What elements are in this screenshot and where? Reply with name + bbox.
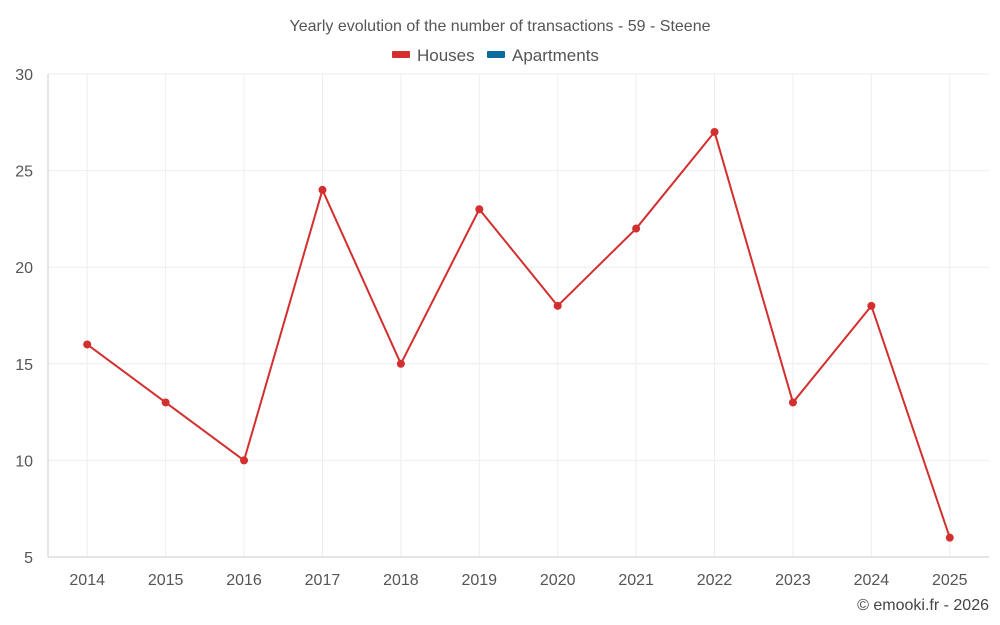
- y-tick-label: 10: [15, 453, 33, 470]
- data-point-houses: [867, 301, 876, 310]
- data-point-houses: [83, 340, 92, 349]
- data-point-houses: [475, 205, 484, 214]
- data-point-houses: [632, 224, 641, 233]
- data-point-houses: [240, 456, 249, 465]
- y-tick-label: 5: [24, 550, 33, 567]
- gridlines: [48, 73, 989, 557]
- x-tick-label: 2019: [461, 572, 497, 589]
- data-point-houses: [396, 359, 405, 368]
- x-tick-label: 2023: [775, 572, 811, 589]
- data-point-houses: [788, 398, 797, 407]
- axes: [47, 74, 989, 558]
- data-point-houses: [161, 398, 170, 407]
- chart-title: Yearly evolution of the number of transa…: [290, 18, 711, 35]
- x-tick-label: 2022: [697, 572, 733, 589]
- data-point-houses: [318, 185, 327, 194]
- y-axis-ticks: 5 10 15 20 25 30: [15, 67, 33, 567]
- x-axis-ticks: 2014 2015 2016 2017 2018 2019 2020 2021 2022 2023…: [69, 572, 967, 589]
- data-point-houses: [710, 127, 719, 136]
- footer-credit: © emooki.fr - 2026: [857, 597, 989, 614]
- y-tick-label: 25: [15, 164, 33, 181]
- x-tick-label: 2025: [932, 572, 968, 589]
- x-tick-label: 2015: [148, 572, 184, 589]
- legend-swatch-houses: [392, 51, 410, 58]
- x-tick-label: 2021: [618, 572, 654, 589]
- x-tick-label: 2014: [69, 572, 105, 589]
- x-tick-label: 2017: [305, 572, 341, 589]
- legend: Houses Apartments: [392, 46, 599, 65]
- series-houses: [83, 127, 954, 542]
- series-line-houses: [86, 130, 951, 539]
- data-point-houses: [945, 533, 954, 542]
- x-tick-label: 2016: [226, 572, 262, 589]
- x-tick-label: 2018: [383, 572, 419, 589]
- legend-item-apartments[interactable]: Apartments: [487, 46, 599, 65]
- legend-swatch-apartments: [487, 51, 505, 58]
- y-tick-label: 15: [15, 357, 33, 374]
- y-tick-label: 20: [15, 260, 33, 277]
- x-tick-label: 2024: [854, 572, 890, 589]
- legend-label-houses: Houses: [417, 46, 475, 65]
- legend-item-houses[interactable]: Houses: [392, 46, 475, 65]
- legend-label-apartments: Apartments: [512, 46, 599, 65]
- data-point-houses: [553, 301, 562, 310]
- x-tick-label: 2020: [540, 572, 576, 589]
- y-tick-label: 30: [15, 67, 33, 84]
